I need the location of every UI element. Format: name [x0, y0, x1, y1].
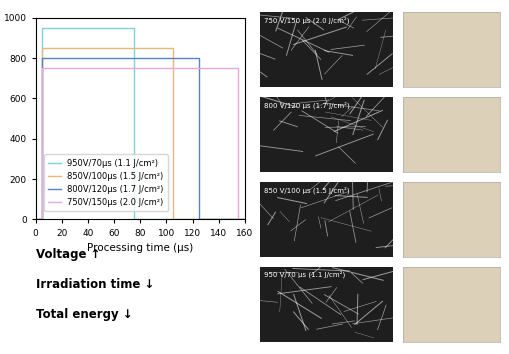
Text: 750 V/150 μs (2.0 J/cm²): 750 V/150 μs (2.0 J/cm²) — [264, 16, 349, 24]
Text: Damaged: Damaged — [428, 185, 473, 194]
X-axis label: Processing time (μs): Processing time (μs) — [87, 243, 193, 253]
Text: Damaged: Damaged — [428, 100, 473, 109]
Text: 850 V/100 μs (1.5 J/cm²): 850 V/100 μs (1.5 J/cm²) — [264, 186, 349, 194]
Text: 950 V/70 μs (1.1 J/cm²): 950 V/70 μs (1.1 J/cm²) — [264, 271, 345, 279]
Text: Voltage ↑: Voltage ↑ — [36, 248, 100, 261]
Text: Irradiation time ↓: Irradiation time ↓ — [36, 278, 154, 291]
Text: Damaged: Damaged — [428, 270, 473, 279]
Legend: 950V/70μs (1.1 J/cm²), 850V/100μs (1.5 J/cm²), 800V/120μs (1.7 J/cm²), 750V/150μ: 950V/70μs (1.1 J/cm²), 850V/100μs (1.5 J… — [44, 154, 167, 211]
Text: Total energy ↓: Total energy ↓ — [36, 308, 132, 321]
Text: 800 V/120 μs (1.7 J/cm²): 800 V/120 μs (1.7 J/cm²) — [264, 101, 349, 109]
